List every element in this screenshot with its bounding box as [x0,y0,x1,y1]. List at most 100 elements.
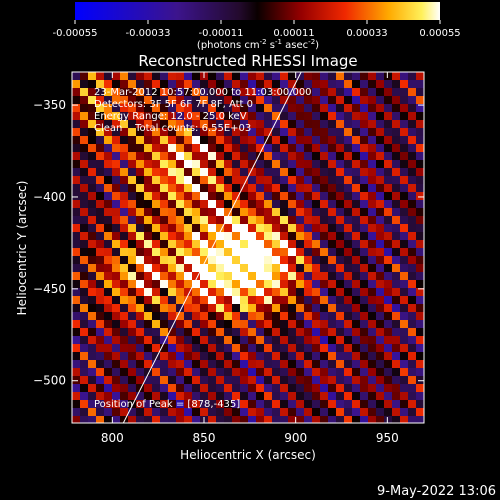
heatmap-cell [200,264,208,272]
heatmap-cell [392,112,400,120]
heatmap-cell [376,72,384,80]
heatmap-cell [312,80,320,88]
heatmap-cell [240,144,248,152]
heatmap-cell [72,168,80,176]
heatmap-cell [328,112,336,120]
heatmap-cell [184,120,192,128]
heatmap-cell [336,120,344,128]
heatmap-cell [320,152,328,160]
heatmap-cell [320,352,328,360]
heatmap-cell [176,160,184,168]
heatmap-cell [192,136,200,144]
heatmap-cell [360,280,368,288]
heatmap-cell [96,240,104,248]
heatmap-cell [320,368,328,376]
heatmap-cell [216,168,224,176]
heatmap-cell [280,376,288,384]
heatmap-cell [400,232,408,240]
heatmap-cell [216,96,224,104]
heatmap-cell [232,216,240,224]
heatmap-cell [304,296,312,304]
heatmap-cell [200,304,208,312]
heatmap-cell [384,160,392,168]
heatmap-cell [200,408,208,416]
heatmap-cell [248,392,256,400]
heatmap-cell [80,296,88,304]
heatmap-cell [400,288,408,296]
heatmap-cell [168,88,176,96]
heatmap-cell [192,80,200,88]
heatmap-cell [352,296,360,304]
heatmap-cell [192,144,200,152]
colorbar-unit-label: (photons cm-2 s-1 asec-2) [197,38,319,51]
heatmap-cell [160,296,168,304]
heatmap-cell [368,96,376,104]
heatmap-cell [312,128,320,136]
heatmap-cell [240,384,248,392]
heatmap-cell [88,384,96,392]
heatmap-cell [256,416,264,423]
heatmap-cell [344,344,352,352]
heatmap-cell [328,400,336,408]
heatmap-cell [328,136,336,144]
heatmap-cell [360,176,368,184]
heatmap-cell [240,200,248,208]
heatmap-cell [80,168,88,176]
heatmap-cell [136,384,144,392]
heatmap-cell [376,344,384,352]
heatmap-cell [248,152,256,160]
heatmap-cell [344,208,352,216]
heatmap-cell [296,400,304,408]
heatmap-cell [272,288,280,296]
heatmap-cell [400,96,408,104]
heatmap-cell [136,416,144,423]
heatmap-cell [72,400,80,408]
heatmap-cell [360,152,368,160]
heatmap-cell [264,232,272,240]
heatmap-cell [296,360,304,368]
heatmap-cell [328,312,336,320]
heatmap-cell [192,104,200,112]
heatmap-cell [296,264,304,272]
heatmap-cell [264,352,272,360]
heatmap-cell [304,328,312,336]
heatmap-cell [216,192,224,200]
heatmap-cell [200,280,208,288]
heatmap-cell [296,392,304,400]
heatmap-cell [144,176,152,184]
heatmap-cell [104,352,112,360]
heatmap-cell [272,104,280,112]
heatmap-cell [216,336,224,344]
heatmap-cell [296,312,304,320]
heatmap-cell [176,304,184,312]
heatmap-cell [72,384,80,392]
heatmap-cell [376,296,384,304]
heatmap-cell [184,72,192,80]
heatmap-cell [96,312,104,320]
heatmap-cell [408,192,416,200]
heatmap-cell [208,352,216,360]
heatmap-cell [256,200,264,208]
heatmap-cell [416,280,424,288]
heatmap-cell [168,104,176,112]
heatmap-cell [240,168,248,176]
heatmap-cell [264,208,272,216]
heatmap-cell [376,360,384,368]
heatmap-cell [256,136,264,144]
heatmap-cell [160,128,168,136]
heatmap-cell [88,208,96,216]
heatmap-cell [80,360,88,368]
heatmap-cell [304,184,312,192]
heatmap-cell [416,256,424,264]
heatmap-cell [280,416,288,423]
heatmap-cell [88,80,96,88]
heatmap-cell [208,408,216,416]
heatmap-cell [192,168,200,176]
heatmap-cell [376,352,384,360]
heatmap-cell [232,400,240,408]
heatmap-cell [352,376,360,384]
heatmap-cell [208,320,216,328]
heatmap-cell [392,192,400,200]
heatmap-cell [224,144,232,152]
heatmap-cell [136,128,144,136]
